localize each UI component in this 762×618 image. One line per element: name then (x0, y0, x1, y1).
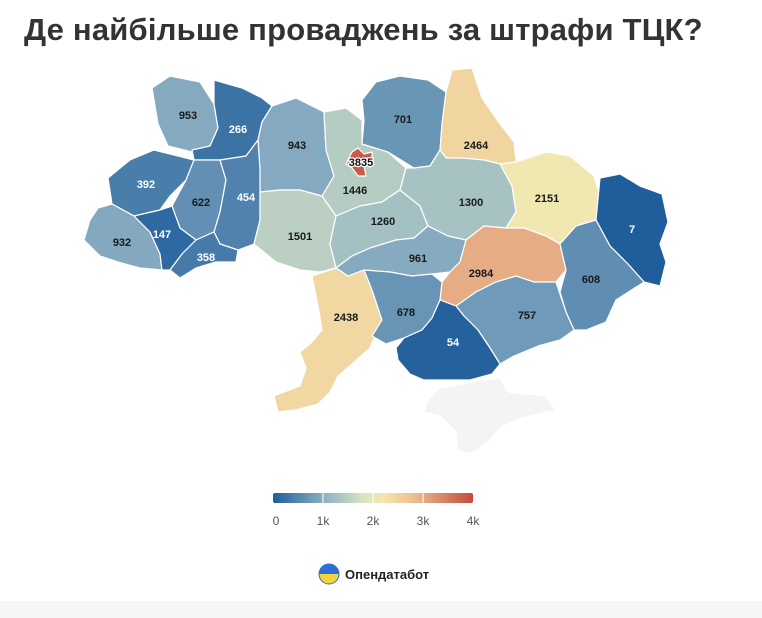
region-label-zhytomyr: 943 (288, 140, 306, 152)
region-label-sumy: 2464 (464, 140, 489, 152)
region-label-zaporizhzhia: 757 (518, 310, 536, 322)
legend-tick-label: 3k (417, 514, 431, 528)
region-label-zakarpattia: 932 (113, 237, 131, 249)
color-legend: 0 1k 2k 3k 4k (273, 493, 481, 528)
region-odesa[interactable] (273, 267, 383, 413)
legend-tick-label: 0 (273, 514, 280, 528)
region-label-vinnytsia: 1501 (288, 231, 312, 243)
region-label-ivano-frankivsk: 147 (153, 229, 171, 241)
page-title: Де найбільше проваджень за штрафи ТЦК? (24, 12, 703, 47)
region-label-kyiv-city: 3835 (349, 157, 373, 169)
region-label-poltava: 1300 (459, 197, 483, 209)
region-label-mykolaiv: 678 (397, 307, 415, 319)
region-label-ternopil: 622 (192, 197, 210, 209)
region-label-cherkasy: 1260 (371, 216, 395, 228)
legend-ticks: 0 1k 2k 3k 4k (273, 493, 481, 528)
region-label-chernivtsi: 358 (197, 252, 215, 264)
ukraine-choropleth-map: 953 266 943 1446 3835 701 2464 392 622 454 932 147 3… (83, 67, 669, 528)
region-label-rivne: 266 (229, 124, 247, 136)
region-kherson[interactable] (395, 299, 501, 381)
region-label-khmelnytskyi: 454 (237, 192, 256, 204)
region-label-donetsk: 608 (582, 274, 600, 286)
legend-tick-label: 2k (367, 514, 381, 528)
region-label-dnipropetrovsk: 2984 (469, 268, 494, 280)
labels-layer: 953 266 943 1446 3835 701 2464 392 622 454 932 147 3… (113, 110, 635, 349)
brand-name: Опендатабот (345, 566, 430, 582)
region-label-volyn: 953 (179, 110, 197, 122)
region-label-kirovohrad: 961 (409, 253, 427, 265)
region-zakarpattia[interactable] (83, 203, 163, 271)
region-label-odesa: 2438 (334, 312, 358, 324)
legend-tick-label: 4k (467, 514, 481, 528)
region-label-kharkiv: 2151 (535, 193, 559, 205)
region-kyiv-city[interactable] (345, 147, 373, 177)
regions-layer (83, 67, 669, 455)
legend-tick-label: 1k (317, 514, 331, 528)
region-crimea[interactable] (423, 377, 557, 455)
region-label-luhansk: 7 (629, 224, 635, 236)
region-label-kyiv-oblast: 1446 (343, 185, 367, 197)
region-label-lviv: 392 (137, 179, 155, 191)
region-label-kherson: 54 (447, 337, 460, 349)
opendatabot-logo-icon (318, 563, 340, 585)
region-chernivtsi[interactable] (169, 231, 239, 279)
footer-strip (0, 601, 762, 618)
region-label-chernihiv: 701 (394, 114, 412, 126)
brand: Опендатабот (318, 563, 429, 585)
